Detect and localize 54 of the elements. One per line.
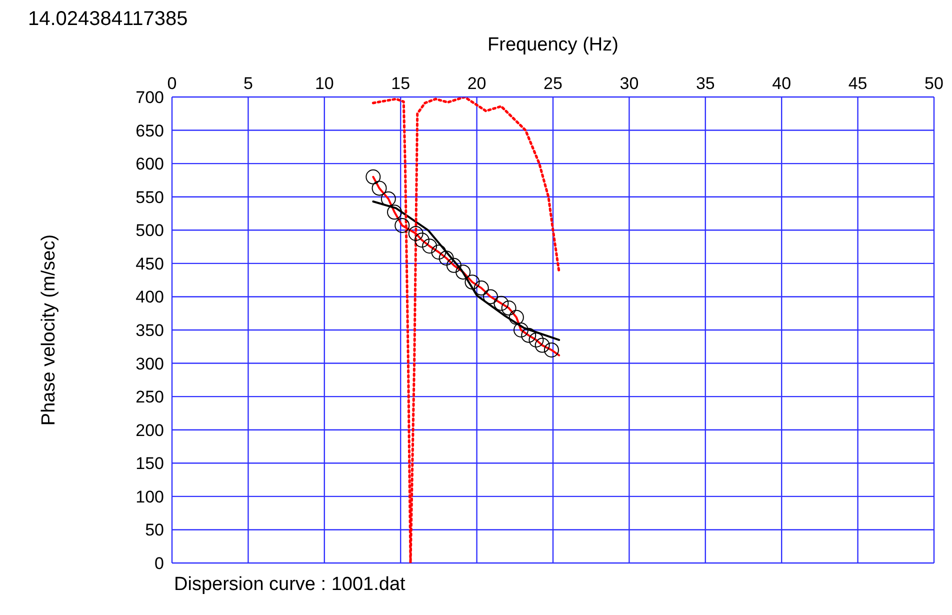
x-tick-label: 0	[167, 74, 177, 93]
point	[528, 332, 544, 348]
point	[394, 218, 410, 233]
point	[508, 310, 524, 325]
y-tick-label: 300	[136, 354, 164, 374]
point	[446, 258, 462, 273]
x-tick-label: 10	[314, 74, 334, 93]
y-tick-label: 50	[145, 520, 164, 540]
x-tick-label: 25	[544, 74, 562, 93]
y-tick-label: 250	[136, 388, 164, 407]
y-tick-label: 100	[136, 487, 164, 506]
line-series	[372, 97, 560, 563]
point	[366, 169, 381, 184]
point	[387, 204, 402, 220]
point	[501, 300, 516, 316]
y-tick-label: 200	[136, 420, 164, 440]
text: Dispersion curve : 1001.dat	[174, 574, 406, 596]
y-tick-label: 400	[136, 288, 164, 307]
y-tick-label: 450	[136, 254, 164, 274]
y-tick-label: 350	[136, 321, 164, 340]
x-tick-label: 20	[467, 74, 486, 93]
x-tick-label: 45	[848, 74, 868, 93]
point	[464, 274, 480, 290]
point	[414, 232, 430, 248]
y-tick-label: 650	[136, 121, 164, 140]
x-tick-label: 50	[924, 74, 944, 93]
point	[494, 296, 509, 311]
x-tick-label: 40	[772, 74, 792, 93]
y-tick-label: 550	[136, 188, 164, 207]
y-tick-label: 600	[136, 154, 164, 174]
text: 14.024384117385	[28, 8, 188, 31]
point	[474, 280, 489, 296]
x-axis-title: Frequency (Hz)	[488, 34, 618, 56]
point	[483, 289, 498, 304]
point	[408, 226, 424, 241]
y-tick-label: 0	[154, 554, 164, 574]
y-tick-label: 700	[136, 88, 164, 108]
point	[544, 342, 559, 358]
point	[372, 180, 387, 196]
point	[431, 244, 446, 260]
point	[422, 238, 438, 254]
point	[456, 264, 471, 280]
point	[534, 338, 550, 353]
x-tick-label: 30	[620, 74, 639, 93]
point	[521, 328, 536, 343]
x-tick-label: 5	[243, 74, 253, 93]
x-tick-label: 15	[391, 74, 410, 93]
y-tick-label: 500	[136, 221, 164, 240]
x-tick-label: 35	[696, 74, 715, 93]
point	[438, 250, 454, 266]
y-axis-title: Phase velocity (m/sec)	[38, 234, 60, 426]
point	[380, 191, 396, 206]
point	[513, 322, 528, 338]
y-tick-label: 150	[136, 454, 164, 474]
